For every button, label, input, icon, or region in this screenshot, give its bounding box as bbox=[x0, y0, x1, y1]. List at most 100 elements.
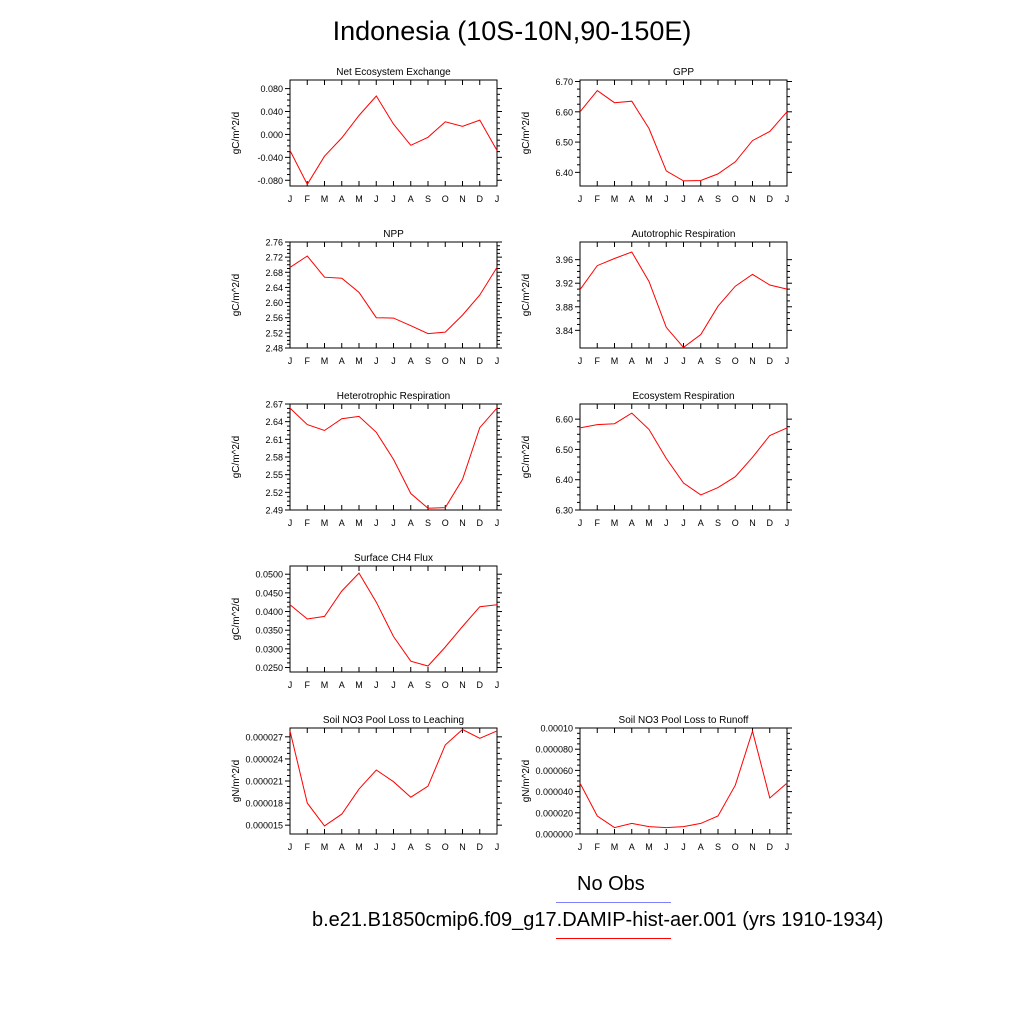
x-tick-label: M bbox=[645, 356, 653, 366]
y-tick-label: 6.60 bbox=[555, 107, 573, 117]
series-line-1 bbox=[289, 255, 498, 335]
x-tick-label: D bbox=[477, 518, 484, 528]
x-tick-label: M bbox=[321, 518, 329, 528]
x-tick-label: O bbox=[442, 194, 449, 204]
y-tick-label: 0.000018 bbox=[245, 799, 283, 809]
y-tick-label: 0.0250 bbox=[255, 663, 283, 673]
x-tick-label: J bbox=[785, 356, 790, 366]
x-tick-label: J bbox=[374, 842, 379, 852]
x-tick-label: A bbox=[629, 842, 635, 852]
x-tick-label: D bbox=[477, 356, 484, 366]
figure-title: Indonesia (10S-10N,90-150E) bbox=[332, 16, 692, 46]
x-tick-label: F bbox=[305, 518, 311, 528]
x-tick-label: D bbox=[767, 842, 774, 852]
y-tick-label: 2.48 bbox=[265, 344, 283, 354]
panel-title: Surface CH4 Flux bbox=[354, 553, 433, 564]
x-tick-label: N bbox=[459, 842, 466, 852]
x-tick-label: N bbox=[749, 842, 756, 852]
x-tick-label: J bbox=[495, 842, 500, 852]
y-tick-label: 2.72 bbox=[265, 253, 283, 263]
y-tick-label: 3.88 bbox=[555, 302, 573, 312]
series-line-1 bbox=[289, 407, 498, 509]
x-tick-label: A bbox=[339, 842, 345, 852]
y-tick-label: 6.40 bbox=[555, 475, 573, 485]
y-tick-label: 0.000080 bbox=[535, 745, 573, 755]
y-tick-label: 2.68 bbox=[265, 268, 283, 278]
x-tick-label: A bbox=[408, 518, 414, 528]
y-axis-label: gN/m^2/d bbox=[231, 760, 242, 803]
series-line-1 bbox=[289, 95, 498, 186]
y-tick-label: 0.0350 bbox=[255, 626, 283, 636]
x-tick-label: A bbox=[408, 842, 414, 852]
y-tick-label: 0.000040 bbox=[535, 787, 573, 797]
y-tick-label: 2.61 bbox=[265, 435, 283, 445]
x-tick-label: N bbox=[749, 194, 756, 204]
x-tick-label: F bbox=[595, 518, 601, 528]
x-tick-label: S bbox=[425, 842, 431, 852]
legend-model-line bbox=[556, 938, 671, 939]
plot-frame bbox=[579, 403, 788, 511]
y-tick-label: 2.60 bbox=[265, 298, 283, 308]
x-tick-label: N bbox=[459, 518, 466, 528]
x-tick-label: N bbox=[749, 518, 756, 528]
x-tick-label: J bbox=[578, 842, 583, 852]
x-tick-label: M bbox=[645, 518, 653, 528]
series-line-1 bbox=[289, 572, 498, 667]
plot-frame bbox=[289, 727, 498, 835]
x-tick-label: O bbox=[442, 680, 449, 690]
y-tick-label: -0.040 bbox=[257, 153, 283, 163]
y-tick-label: 3.84 bbox=[555, 326, 573, 336]
x-tick-label: J bbox=[374, 356, 379, 366]
x-tick-label: J bbox=[288, 518, 293, 528]
x-tick-label: J bbox=[391, 842, 396, 852]
x-tick-label: N bbox=[459, 194, 466, 204]
x-tick-label: S bbox=[425, 356, 431, 366]
plot-frame bbox=[579, 79, 788, 187]
panel-title: GPP bbox=[673, 67, 694, 78]
x-tick-label: A bbox=[339, 194, 345, 204]
x-tick-label: M bbox=[321, 356, 329, 366]
panel-title: Soil NO3 Pool Loss to Leaching bbox=[323, 715, 464, 726]
y-tick-label: 0.0400 bbox=[255, 607, 283, 617]
x-tick-label: F bbox=[305, 680, 311, 690]
x-tick-label: J bbox=[785, 518, 790, 528]
x-tick-label: J bbox=[664, 518, 669, 528]
series-line-1 bbox=[579, 729, 788, 829]
x-tick-label: M bbox=[611, 842, 619, 852]
x-tick-label: J bbox=[391, 194, 396, 204]
x-tick-label: J bbox=[391, 356, 396, 366]
x-tick-label: D bbox=[477, 680, 484, 690]
y-tick-label: 2.52 bbox=[265, 328, 283, 338]
x-tick-label: F bbox=[595, 194, 601, 204]
x-tick-label: A bbox=[698, 356, 704, 366]
x-tick-label: O bbox=[732, 356, 739, 366]
x-tick-label: D bbox=[477, 842, 484, 852]
x-tick-label: J bbox=[374, 194, 379, 204]
x-tick-label: A bbox=[339, 356, 345, 366]
x-tick-label: D bbox=[767, 518, 774, 528]
x-tick-label: S bbox=[425, 194, 431, 204]
panel-title: Soil NO3 Pool Loss to Runoff bbox=[619, 715, 749, 726]
x-tick-label: J bbox=[495, 194, 500, 204]
x-tick-label: S bbox=[425, 680, 431, 690]
x-tick-label: S bbox=[715, 518, 721, 528]
x-tick-label: M bbox=[611, 518, 619, 528]
x-tick-label: J bbox=[374, 680, 379, 690]
x-tick-label: F bbox=[595, 842, 601, 852]
x-tick-label: J bbox=[391, 518, 396, 528]
y-tick-label: 2.52 bbox=[265, 488, 283, 498]
y-tick-label: 6.30 bbox=[555, 506, 573, 516]
x-tick-label: A bbox=[408, 680, 414, 690]
panel-title: Heterotrophic Respiration bbox=[337, 391, 450, 402]
x-tick-label: J bbox=[288, 356, 293, 366]
x-tick-label: A bbox=[629, 356, 635, 366]
x-tick-label: J bbox=[578, 356, 583, 366]
x-tick-label: M bbox=[355, 194, 363, 204]
y-tick-label: 0.040 bbox=[260, 107, 283, 117]
y-tick-label: 2.58 bbox=[265, 453, 283, 463]
